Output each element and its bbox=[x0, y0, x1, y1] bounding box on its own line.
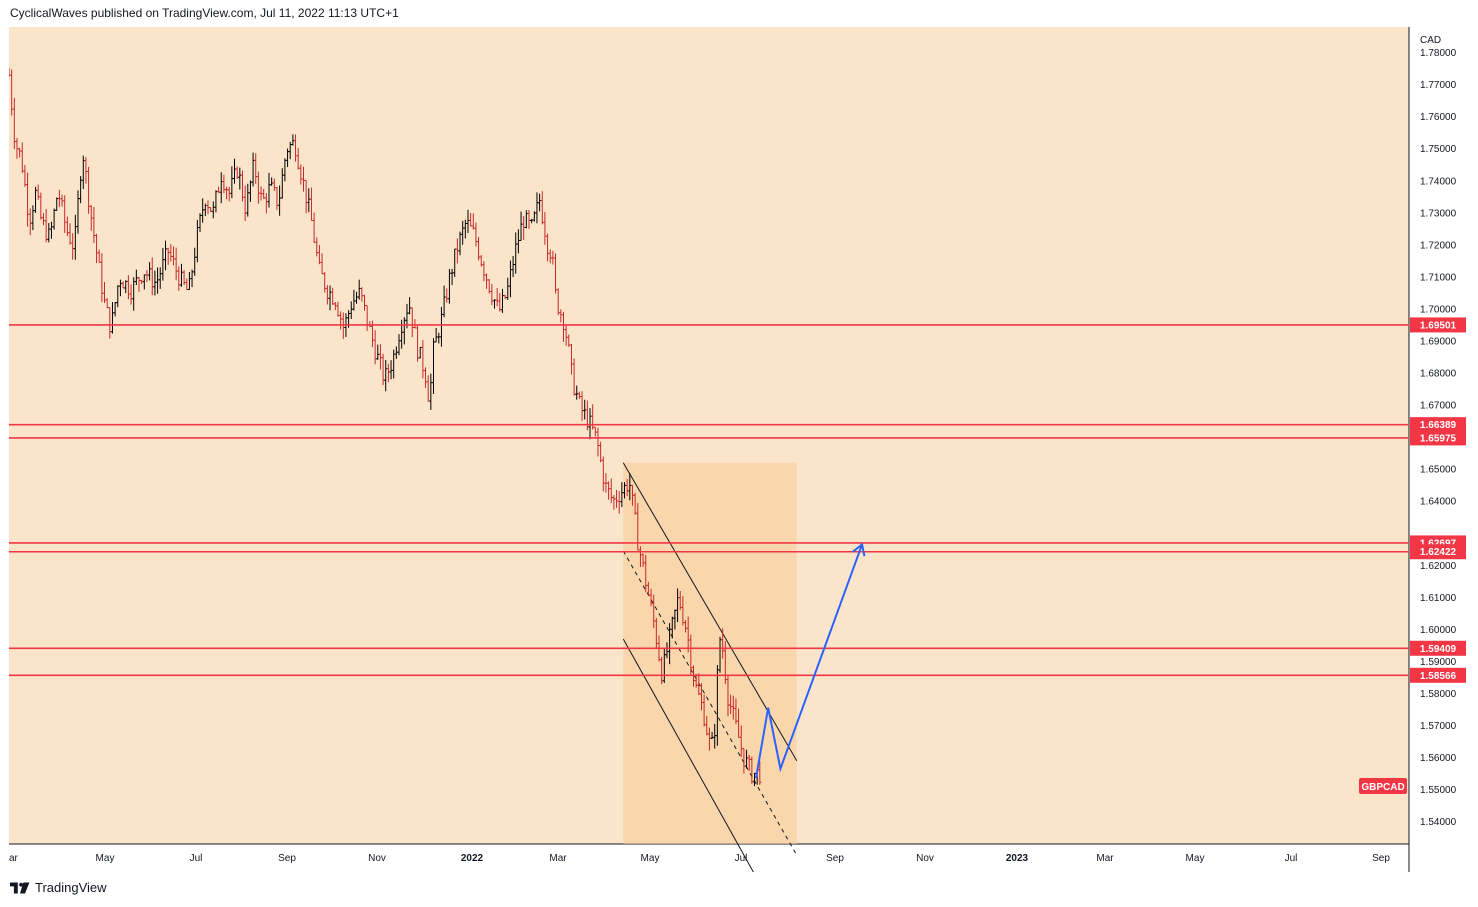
chart-container[interactable]: CAD 1.78000 1.77000 1.76000 1.75000 1.74000 1… bbox=[9, 27, 1469, 872]
price-bars bbox=[9, 67, 762, 787]
level-tag-label: 1.69501 bbox=[1420, 320, 1457, 331]
projection-arrow-head bbox=[852, 542, 866, 557]
channel-layer bbox=[622, 462, 798, 872]
price-tick-label: 1.54000 bbox=[1420, 817, 1457, 828]
channel-fill-box bbox=[623, 462, 797, 844]
price-tick-label: 1.58000 bbox=[1420, 689, 1457, 700]
time-tick-label: Jul bbox=[1285, 853, 1298, 864]
channel-lower-line bbox=[622, 638, 754, 872]
price-tick-label: 1.59000 bbox=[1420, 657, 1457, 668]
time-tick-label: May bbox=[641, 853, 660, 864]
symbol-tag-bg bbox=[1359, 778, 1407, 794]
price-axis-currency: CAD bbox=[1420, 35, 1441, 46]
projection-path bbox=[754, 542, 866, 779]
price-tick-label: 1.73000 bbox=[1420, 208, 1457, 219]
price-tick-label: 1.70000 bbox=[1420, 304, 1457, 315]
price-tick-label: 1.74000 bbox=[1420, 176, 1457, 187]
price-tick-label: 1.64000 bbox=[1420, 497, 1457, 508]
level-tag-label: 1.65975 bbox=[1420, 433, 1457, 444]
projection-polyline bbox=[754, 544, 864, 779]
price-tick-label: 1.62000 bbox=[1420, 561, 1457, 572]
level-tag-bg bbox=[1410, 640, 1466, 656]
level-tag-bg bbox=[1410, 667, 1466, 683]
footer: TradingView bbox=[10, 880, 107, 895]
price-bar bbox=[758, 761, 762, 785]
tradingview-brand[interactable]: TradingView bbox=[35, 880, 107, 895]
time-tick-label: Jul bbox=[190, 853, 203, 864]
time-tick-label: Sep bbox=[1372, 853, 1390, 864]
time-tick-label: 2023 bbox=[1006, 853, 1029, 864]
level-tag-label: 1.62697 bbox=[1420, 538, 1457, 549]
level-tag-label: 1.66389 bbox=[1420, 420, 1457, 431]
time-tick-label: 2022 bbox=[461, 853, 484, 864]
level-tag-bg bbox=[1410, 430, 1466, 446]
time-tick-label: Jul bbox=[735, 853, 748, 864]
channel-mid-line bbox=[622, 550, 798, 856]
publisher-header: CyclicalWaves published on TradingView.c… bbox=[10, 6, 399, 20]
level-tag-bg bbox=[1410, 317, 1466, 333]
price-axis: CAD 1.78000 1.77000 1.76000 1.75000 1.74000 1… bbox=[1420, 35, 1457, 828]
symbol-tag-label: GBPCAD bbox=[1361, 782, 1404, 793]
price-tick-label: 1.76000 bbox=[1420, 112, 1457, 123]
time-tick-label: May bbox=[1186, 853, 1205, 864]
price-tick-label: 1.60000 bbox=[1420, 625, 1457, 636]
price-tick-label: 1.55000 bbox=[1420, 785, 1457, 796]
time-tick-label: Sep bbox=[278, 853, 296, 864]
time-tick-label: Mar bbox=[1096, 853, 1114, 864]
time-axis: ar May Jul Sep Nov 2022 Mar May Jul Sep Nov 2023 Mar… bbox=[9, 853, 1390, 864]
time-tick-label: Sep bbox=[826, 853, 844, 864]
time-axis-background bbox=[9, 844, 1409, 872]
price-tick-label: 1.77000 bbox=[1420, 80, 1457, 91]
horizontal-levels bbox=[9, 324, 1409, 677]
time-tick-label: Nov bbox=[916, 853, 934, 864]
level-tag-label: 1.58566 bbox=[1420, 671, 1457, 682]
price-tick-label: 1.56000 bbox=[1420, 753, 1457, 764]
symbol-tag: GBPCAD bbox=[1359, 778, 1407, 794]
price-tick-label: 1.69000 bbox=[1420, 336, 1457, 347]
price-chart[interactable]: CAD 1.78000 1.77000 1.76000 1.75000 1.74000 1… bbox=[9, 27, 1469, 872]
price-tick-label: 1.68000 bbox=[1420, 369, 1457, 380]
tradingview-logo-icon[interactable] bbox=[10, 881, 30, 894]
time-tick-label: ar bbox=[9, 853, 19, 864]
price-tick-label: 1.75000 bbox=[1420, 144, 1457, 155]
price-tick-label: 1.57000 bbox=[1420, 721, 1457, 732]
price-tick-label: 1.65000 bbox=[1420, 465, 1457, 476]
level-tag-bg bbox=[1410, 417, 1466, 433]
price-tick-label: 1.61000 bbox=[1420, 593, 1457, 604]
time-tick-label: Nov bbox=[368, 853, 386, 864]
level-tag-label: 1.62422 bbox=[1420, 547, 1457, 558]
price-tick-label: 1.71000 bbox=[1420, 272, 1457, 283]
time-tick-label: May bbox=[96, 853, 115, 864]
price-tick-label: 1.67000 bbox=[1420, 401, 1457, 412]
price-tick-label: 1.72000 bbox=[1420, 240, 1457, 251]
price-tick-label: 1.78000 bbox=[1420, 48, 1457, 59]
time-tick-label: Mar bbox=[549, 853, 567, 864]
level-tag-bg bbox=[1410, 544, 1466, 560]
level-tag-label: 1.59409 bbox=[1420, 644, 1457, 655]
price-axis-background bbox=[1409, 27, 1469, 872]
